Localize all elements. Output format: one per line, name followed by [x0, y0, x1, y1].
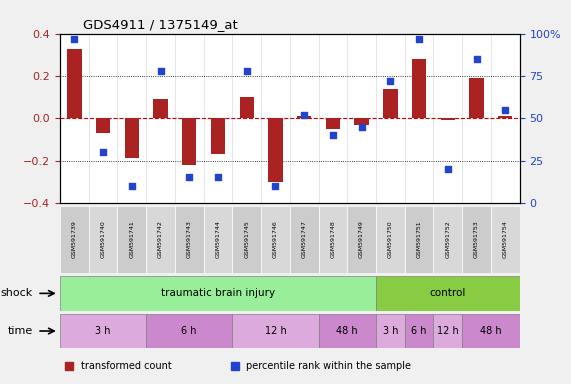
Text: GSM591746: GSM591746	[273, 220, 278, 258]
Text: GSM591742: GSM591742	[158, 220, 163, 258]
Text: GSM591749: GSM591749	[359, 220, 364, 258]
Text: GSM591752: GSM591752	[445, 220, 451, 258]
Bar	[405, 206, 433, 273]
Point	[415, 36, 424, 42]
Bar	[462, 314, 520, 348]
Bar	[204, 206, 232, 273]
Text: GSM591754: GSM591754	[502, 220, 508, 258]
Text: control: control	[429, 288, 466, 298]
Text: shock: shock	[1, 288, 33, 298]
Bar	[433, 314, 462, 348]
Bar	[67, 48, 82, 118]
Text: 12 h: 12 h	[437, 326, 459, 336]
Text: 6 h: 6 h	[411, 326, 427, 336]
Text: GSM591745: GSM591745	[244, 220, 249, 258]
Bar	[441, 118, 455, 121]
Point	[271, 183, 280, 189]
Bar	[60, 206, 89, 273]
Bar	[325, 118, 340, 129]
Text: GSM591748: GSM591748	[331, 220, 335, 258]
Text: GSM591751: GSM591751	[417, 221, 421, 258]
Bar	[89, 206, 118, 273]
Bar	[491, 206, 520, 273]
Point	[214, 174, 223, 180]
Bar	[232, 314, 319, 348]
Text: 3 h: 3 h	[383, 326, 398, 336]
Text: 3 h: 3 h	[95, 326, 111, 336]
Point	[357, 124, 366, 130]
Text: GSM591743: GSM591743	[187, 220, 192, 258]
Point	[127, 183, 136, 189]
Text: 48 h: 48 h	[336, 326, 358, 336]
Bar	[182, 118, 196, 165]
Bar	[146, 206, 175, 273]
Bar	[405, 314, 433, 348]
Bar	[376, 206, 405, 273]
Point	[156, 68, 165, 74]
Text: 12 h: 12 h	[264, 326, 286, 336]
Point	[386, 78, 395, 84]
Point	[443, 166, 452, 172]
Text: GSM591740: GSM591740	[100, 220, 106, 258]
Bar	[154, 99, 168, 118]
Bar	[60, 276, 376, 311]
Point	[300, 112, 309, 118]
Text: transformed count: transformed count	[81, 361, 171, 371]
Bar	[347, 206, 376, 273]
Text: GSM591750: GSM591750	[388, 221, 393, 258]
Bar	[124, 118, 139, 159]
Text: GSM591741: GSM591741	[129, 220, 134, 258]
Text: GDS4911 / 1375149_at: GDS4911 / 1375149_at	[83, 18, 238, 31]
Text: GSM591739: GSM591739	[72, 220, 77, 258]
Text: GSM591753: GSM591753	[474, 220, 479, 258]
Bar	[290, 206, 319, 273]
Text: GSM591744: GSM591744	[215, 220, 220, 258]
Bar	[469, 78, 484, 118]
Text: 6 h: 6 h	[182, 326, 197, 336]
Bar	[297, 116, 311, 118]
Bar	[319, 206, 347, 273]
Bar	[383, 89, 397, 118]
Bar	[211, 118, 225, 154]
Bar	[319, 314, 376, 348]
Text: traumatic brain injury: traumatic brain injury	[161, 288, 275, 298]
Bar	[355, 118, 369, 124]
Text: time: time	[8, 326, 33, 336]
Bar	[175, 206, 204, 273]
Bar	[412, 59, 426, 118]
Text: 48 h: 48 h	[480, 326, 502, 336]
Bar	[376, 314, 405, 348]
Point	[472, 56, 481, 62]
Point	[70, 36, 79, 42]
Point	[328, 132, 337, 138]
Bar	[60, 314, 146, 348]
Point	[98, 149, 107, 155]
Text: GSM591747: GSM591747	[301, 220, 307, 258]
Bar	[268, 118, 283, 182]
Bar	[433, 206, 462, 273]
Bar	[376, 276, 520, 311]
Point	[501, 107, 510, 113]
Bar	[261, 206, 289, 273]
Point	[242, 68, 251, 74]
Point	[184, 174, 194, 180]
Bar	[498, 116, 512, 118]
Bar	[462, 206, 491, 273]
Text: percentile rank within the sample: percentile rank within the sample	[246, 361, 411, 371]
Bar	[96, 118, 110, 133]
Bar	[146, 314, 232, 348]
Bar	[239, 97, 254, 118]
Bar	[118, 206, 146, 273]
Bar	[232, 206, 261, 273]
